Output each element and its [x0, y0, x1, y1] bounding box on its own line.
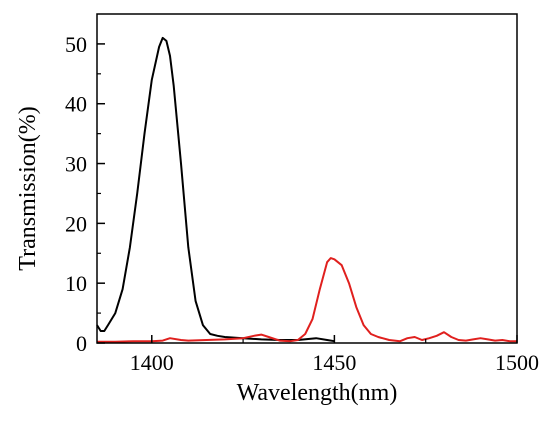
y-tick-label: 50 [65, 32, 87, 57]
x-tick-label: 1400 [130, 350, 174, 375]
x-tick-label: 1500 [495, 350, 539, 375]
x-tick-label: 1450 [312, 350, 356, 375]
series-line-1 [96, 36, 335, 343]
y-tick-label: 40 [65, 92, 87, 117]
y-tick-label: 20 [65, 211, 87, 236]
series-line-2 [97, 257, 517, 343]
y-tick-label: 0 [76, 331, 87, 356]
tick-layer: 1400 1450 1500 0 10 20 30 40 50 [65, 32, 539, 375]
y-tick-label: 10 [65, 271, 87, 296]
series-layer [96, 36, 517, 343]
y-tick-label: 30 [65, 152, 87, 177]
y-axis-title: Transmission(%) [15, 106, 41, 270]
x-axis-title: Wavelength(nm) [237, 380, 398, 406]
plot-frame [96, 13, 518, 344]
